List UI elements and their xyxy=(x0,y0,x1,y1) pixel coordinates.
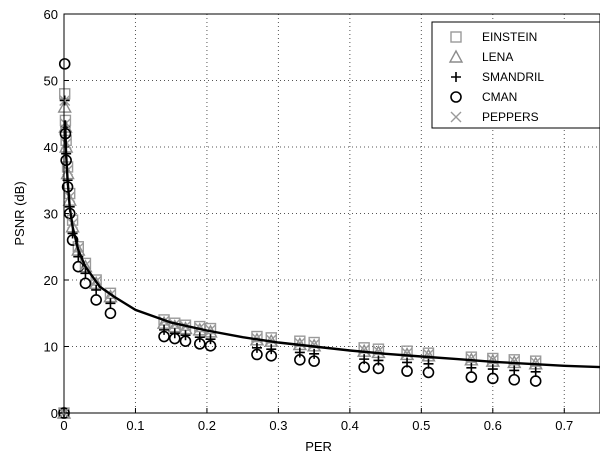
x-tick-label: 0.1 xyxy=(126,418,144,433)
legend-marker-cman xyxy=(450,91,462,103)
legend-marker-lena xyxy=(448,49,464,63)
series-peppers xyxy=(58,94,542,419)
point-peppers xyxy=(265,334,277,346)
point-cman xyxy=(90,294,102,306)
y-tick-label: 20 xyxy=(44,273,58,288)
y-tick-label: 10 xyxy=(44,340,58,355)
point-einstein xyxy=(465,351,478,363)
point-cman xyxy=(66,234,79,246)
y-tick-label: 50 xyxy=(44,74,58,89)
legend: EINSTEIN LENA SMANDRIL CMAN PEPPERS xyxy=(431,21,600,129)
x-tick-label: 0.3 xyxy=(269,418,287,433)
point-cman xyxy=(193,338,206,350)
series-lena xyxy=(56,99,543,419)
point-cman xyxy=(529,375,542,387)
point-smandril xyxy=(105,298,116,309)
point-cman xyxy=(79,277,92,290)
point-smandril xyxy=(509,365,520,376)
point-einstein xyxy=(251,330,263,343)
y-tick-label: 60 xyxy=(44,7,58,22)
point-peppers xyxy=(465,352,477,364)
legend-label-lena: LENA xyxy=(482,50,513,64)
data-series xyxy=(56,58,543,419)
fit-curve-line xyxy=(63,120,600,369)
point-cman xyxy=(294,353,306,366)
point-smandril xyxy=(294,347,305,358)
axis-ticks: 0 0.1 0.2 0.3 0.4 0.5 0.6 0.7 0 10 20 30 40 50 60 xyxy=(44,7,574,433)
x-tick-label: 0.5 xyxy=(412,418,430,433)
point-peppers xyxy=(294,337,306,349)
point-smandril xyxy=(251,342,262,353)
point-cman xyxy=(251,348,263,361)
point-cman xyxy=(401,365,413,377)
y-tick-label: 0 xyxy=(51,406,58,421)
x-tick-label: 0.4 xyxy=(341,418,359,433)
point-einstein xyxy=(265,332,277,344)
legend-marker-peppers xyxy=(450,111,462,123)
point-smandril xyxy=(91,284,102,295)
y-tick-label: 30 xyxy=(44,207,58,222)
fit-curve-layer xyxy=(63,120,600,369)
point-cman xyxy=(168,332,181,345)
grid-lines xyxy=(64,14,600,413)
point-smandril xyxy=(466,362,477,373)
point-cman xyxy=(358,361,370,373)
point-cman xyxy=(308,355,320,367)
x-axis-label: PER xyxy=(305,439,332,454)
point-smandril xyxy=(180,330,191,341)
point-einstein xyxy=(194,320,206,333)
point-cman xyxy=(465,371,478,383)
legend-label-einstein: EINSTEIN xyxy=(482,30,537,44)
y-tick-label: 40 xyxy=(44,140,58,155)
point-cman xyxy=(486,372,499,385)
point-cman xyxy=(104,307,117,320)
point-peppers xyxy=(59,94,71,106)
legend-marker-smandril xyxy=(451,72,461,82)
point-einstein xyxy=(487,352,499,365)
legend-label-peppers: PEPPERS xyxy=(482,110,539,124)
point-smandril xyxy=(205,334,216,345)
point-cman xyxy=(179,335,192,347)
point-cman xyxy=(58,58,71,70)
legend-box xyxy=(431,21,600,129)
x-tick-label: 0.6 xyxy=(484,418,502,433)
series-smandril xyxy=(59,95,541,418)
point-smandril xyxy=(159,324,170,335)
point-smandril xyxy=(530,366,541,377)
point-smandril xyxy=(266,344,277,355)
series-einstein xyxy=(58,88,542,419)
point-peppers xyxy=(530,356,542,368)
point-lena xyxy=(57,99,72,113)
point-cman xyxy=(508,373,521,386)
x-tick-label: 0.2 xyxy=(198,418,216,433)
series-cman xyxy=(58,58,542,419)
point-peppers xyxy=(508,355,520,367)
y-axis-label: PSNR (dB) xyxy=(12,181,27,245)
point-einstein xyxy=(204,322,217,335)
point-cman xyxy=(422,366,435,379)
point-einstein xyxy=(529,355,542,367)
x-tick-label: 0.7 xyxy=(555,418,573,433)
point-smandril xyxy=(194,332,205,343)
point-cman xyxy=(265,350,278,362)
point-einstein xyxy=(294,335,306,347)
point-peppers xyxy=(205,324,217,336)
x-tick-label: 0 xyxy=(60,418,67,433)
point-cman xyxy=(372,362,385,375)
point-smandril xyxy=(487,364,498,375)
legend-label-cman: CMAN xyxy=(482,90,517,104)
point-einstein xyxy=(508,354,520,366)
point-smandril xyxy=(309,348,320,359)
legend-label-smandril: SMANDRIL xyxy=(482,70,544,84)
legend-marker-einstein xyxy=(450,31,462,43)
point-cman xyxy=(158,330,170,343)
point-cman xyxy=(204,340,217,352)
